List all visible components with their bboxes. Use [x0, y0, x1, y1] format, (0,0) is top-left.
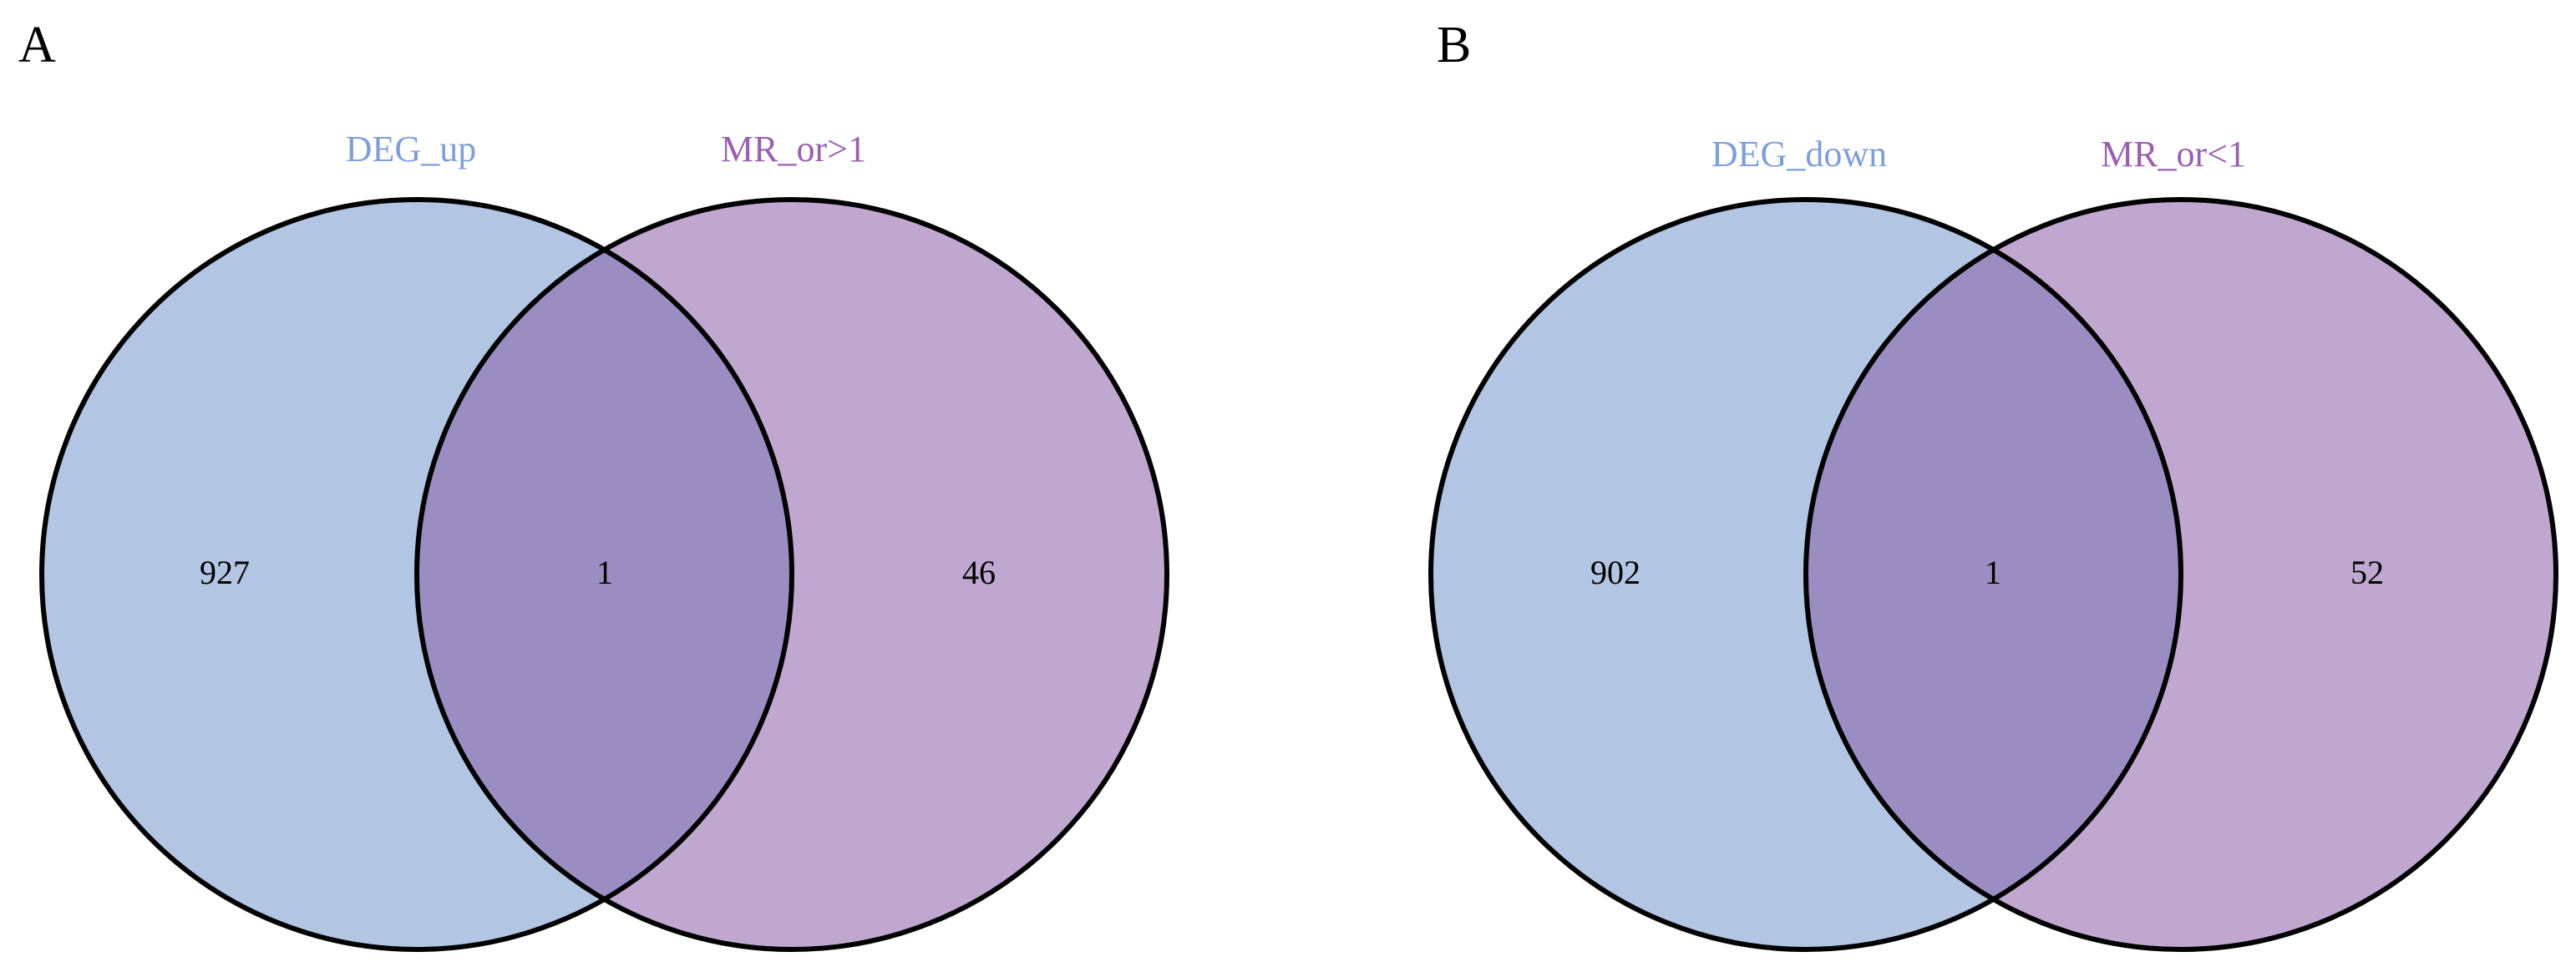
intersection	[417, 200, 792, 949]
count-left: 927	[200, 554, 250, 591]
set-label: MR_or>1	[721, 129, 866, 170]
circle-outline	[39, 197, 794, 952]
panel-letter: A	[18, 17, 56, 73]
set-label: DEG_up	[346, 129, 476, 170]
circle-outline	[1803, 197, 2558, 952]
circle-outline	[1428, 197, 2183, 952]
circle-outline	[414, 197, 1169, 952]
set-label: DEG_down	[1711, 134, 1887, 175]
panel-a: A DEG_up MR_or>1 927 1 46	[18, 17, 1169, 952]
count-left: 902	[1590, 554, 1640, 591]
panel-b: B DEG_down MR_or<1 902 1 52	[1428, 17, 2558, 952]
count-intersection: 1	[1985, 554, 2001, 591]
count-intersection: 1	[596, 554, 613, 591]
set-label: MR_or<1	[2101, 134, 2246, 175]
intersection	[1806, 200, 2181, 949]
count-right: 46	[962, 554, 996, 591]
panel-letter: B	[1437, 17, 1471, 73]
count-right: 52	[2350, 554, 2384, 591]
